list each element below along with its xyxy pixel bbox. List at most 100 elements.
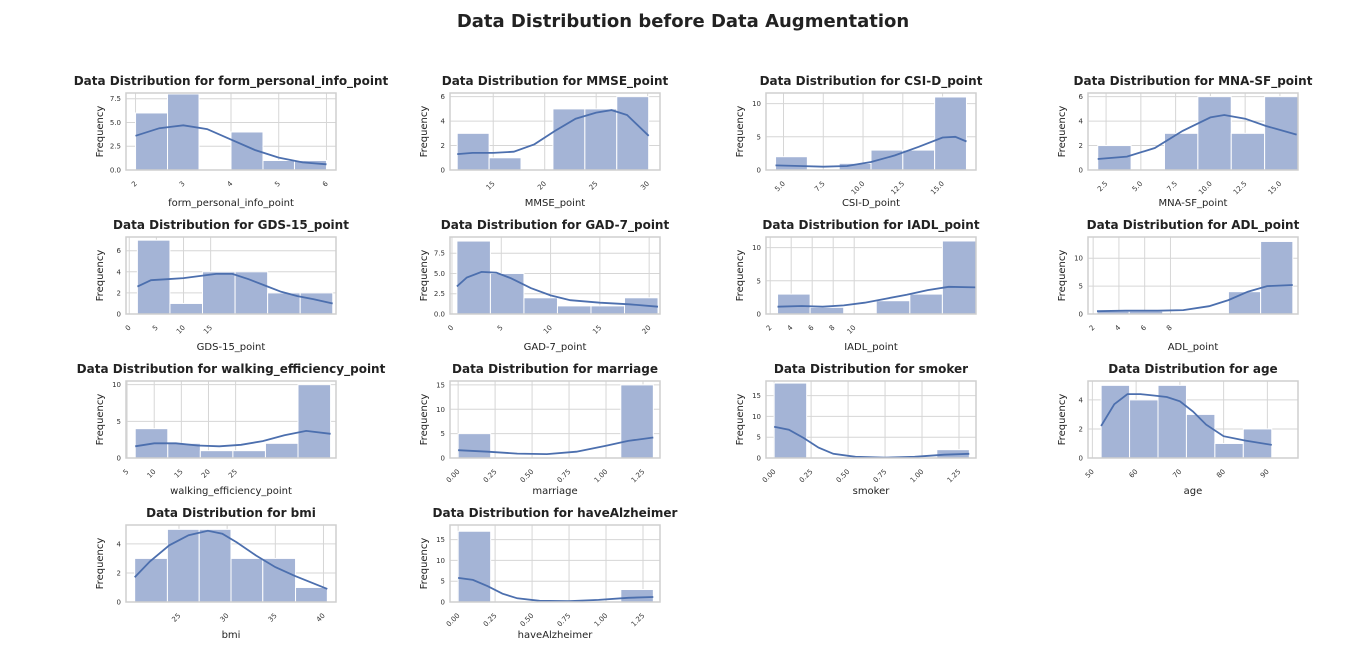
kde-line bbox=[777, 285, 977, 308]
x-tick-label: 0.25 bbox=[482, 612, 499, 629]
kde-line bbox=[1100, 393, 1272, 446]
x-tick-label: 0.75 bbox=[556, 468, 573, 485]
y-axis-label: Frequency bbox=[95, 106, 106, 158]
y-axis-label: Frequency bbox=[735, 250, 746, 302]
x-tick-label: 6 bbox=[321, 179, 330, 188]
x-axis-label: GAD-7_point bbox=[524, 342, 587, 353]
x-tick-label: 4 bbox=[226, 179, 235, 188]
x-tick-label: 2 bbox=[765, 324, 774, 333]
axes-frame bbox=[125, 236, 337, 315]
y-tick-label: 2 bbox=[1079, 425, 1083, 433]
x-tick-label: 12.5 bbox=[1232, 180, 1249, 197]
histogram-panel: 0 2 4 6 2.5 5.0 7.5 10.0 12.5 15.0 Data Distributi… bbox=[1057, 74, 1313, 209]
kde-line bbox=[135, 429, 331, 448]
histogram-bar bbox=[456, 240, 491, 315]
y-tick-label: 5 bbox=[441, 578, 445, 586]
x-tick-label: 0.25 bbox=[482, 468, 499, 485]
x-tick-label: 3 bbox=[178, 180, 187, 189]
x-axis-label: walking_efficiency_point bbox=[170, 486, 292, 497]
x-tick-label: 1.00 bbox=[593, 612, 610, 629]
x-tick-label: 25 bbox=[588, 180, 600, 192]
histogram-panel: 0 2 4 50 60 70 80 90 Data Distribution for age ag… bbox=[1057, 362, 1299, 497]
y-tick-label: 0 bbox=[441, 167, 445, 175]
histogram-bar bbox=[590, 305, 626, 315]
y-tick-label: 0 bbox=[757, 167, 761, 175]
histogram-panel: 0 5 10 15 0.00 0.25 0.50 0.75 1.00 1.25 Data Distr… bbox=[419, 506, 678, 641]
y-tick-label: 0 bbox=[1079, 311, 1083, 319]
y-tick-label: 4 bbox=[117, 268, 122, 276]
y-tick-label: 0 bbox=[1079, 455, 1083, 463]
histogram-bar bbox=[777, 293, 811, 315]
y-tick-label: 5 bbox=[1079, 283, 1083, 291]
x-tick-label: 15.0 bbox=[929, 180, 946, 197]
x-tick-label: 1.25 bbox=[630, 468, 647, 485]
y-tick-label: 5.0 bbox=[434, 270, 445, 278]
histogram-bar bbox=[264, 442, 299, 459]
x-tick-label: 50 bbox=[1084, 468, 1096, 480]
subplot-title: Data Distribution for CSI-D_point bbox=[760, 74, 983, 89]
y-tick-label: 2 bbox=[117, 289, 121, 297]
x-tick-label: 25 bbox=[227, 468, 239, 480]
x-tick-label: 15 bbox=[173, 468, 185, 480]
subplot-title: Data Distribution for GDS-15_point bbox=[113, 218, 349, 233]
histogram-bar bbox=[809, 306, 845, 315]
histogram-bar bbox=[775, 156, 808, 171]
y-tick-label: 0 bbox=[441, 455, 445, 463]
x-tick-label: 90 bbox=[1259, 468, 1271, 480]
histogram-bar bbox=[457, 530, 492, 603]
y-tick-label: 5 bbox=[117, 418, 121, 426]
kde-line bbox=[1097, 114, 1297, 160]
kde-line bbox=[456, 270, 659, 308]
y-tick-label: 15 bbox=[436, 381, 445, 389]
subplot-title: Data Distribution for bmi bbox=[146, 506, 316, 520]
subplot-title: Data Distribution for IADL_point bbox=[762, 218, 979, 233]
kde-line bbox=[134, 529, 328, 590]
y-tick-label: 5.0 bbox=[110, 119, 121, 127]
histogram-bar bbox=[1230, 132, 1266, 171]
histogram-bar bbox=[456, 132, 490, 171]
figure-title: Data Distribution before Data Augmentati… bbox=[457, 11, 909, 32]
y-tick-label: 6 bbox=[441, 93, 446, 101]
histogram-bar bbox=[295, 586, 328, 603]
subplot-title: Data Distribution for age bbox=[1108, 362, 1277, 376]
histogram-panel: 0 2 4 6 15 20 25 30 Data Distribution for MMSE_p… bbox=[419, 74, 669, 209]
y-tick-label: 2 bbox=[1079, 142, 1083, 150]
x-axis-label: ADL_point bbox=[1168, 342, 1219, 353]
x-tick-label: 0.75 bbox=[872, 468, 889, 485]
histogram-panel: 0 5 10 2 4 6 8 10 Data Distribution for IADL_poi… bbox=[735, 218, 980, 353]
axes-frame bbox=[449, 380, 661, 459]
y-tick-label: 0 bbox=[441, 599, 445, 607]
y-axis-label: Frequency bbox=[95, 394, 106, 446]
x-tick-label: 60 bbox=[1128, 468, 1140, 480]
y-tick-label: 0 bbox=[1079, 167, 1083, 175]
y-tick-label: 0 bbox=[757, 311, 761, 319]
x-tick-label: 20 bbox=[536, 180, 548, 192]
y-axis-label: Frequency bbox=[95, 250, 106, 302]
y-axis-label: Frequency bbox=[95, 538, 106, 590]
histogram-bar bbox=[167, 93, 200, 171]
axes-frame bbox=[125, 524, 337, 603]
histogram-bar bbox=[1214, 442, 1244, 459]
histogram-bar bbox=[297, 384, 332, 459]
histogram-panel: 0 2 4 25 30 35 40 Data Distribution for bmi bmi F… bbox=[95, 506, 337, 641]
y-tick-label: 4 bbox=[1079, 118, 1084, 126]
x-tick-label: 25 bbox=[170, 612, 182, 624]
chart-grid: 0.0 2.5 5.0 7.5 2 3 4 5 6 Data Distribution for f… bbox=[74, 74, 1313, 641]
y-tick-label: 6 bbox=[117, 247, 122, 255]
y-tick-label: 10 bbox=[1074, 255, 1083, 263]
y-tick-label: 5 bbox=[757, 133, 761, 141]
histogram-panel: 0 5 10 5.0 7.5 10.0 12.5 15.0 Data Distribution … bbox=[735, 74, 983, 209]
histogram-bar bbox=[262, 557, 297, 603]
histogram-bar bbox=[1197, 96, 1232, 171]
x-tick-label: 7.5 bbox=[813, 180, 827, 194]
histogram-bar bbox=[523, 297, 558, 315]
histogram-bar bbox=[134, 557, 168, 603]
histogram-panel: 0 5 10 2 4 6 8 Data Distribution for ADL_point A… bbox=[1057, 218, 1300, 353]
x-tick-label: 0 bbox=[124, 324, 133, 333]
x-tick-label: 10 bbox=[542, 324, 554, 336]
subplot-title: Data Distribution for walking_efficiency… bbox=[77, 362, 386, 377]
y-axis-label: Frequency bbox=[419, 538, 430, 590]
x-tick-label: 6 bbox=[807, 323, 816, 332]
x-tick-label: 6 bbox=[1139, 323, 1148, 332]
